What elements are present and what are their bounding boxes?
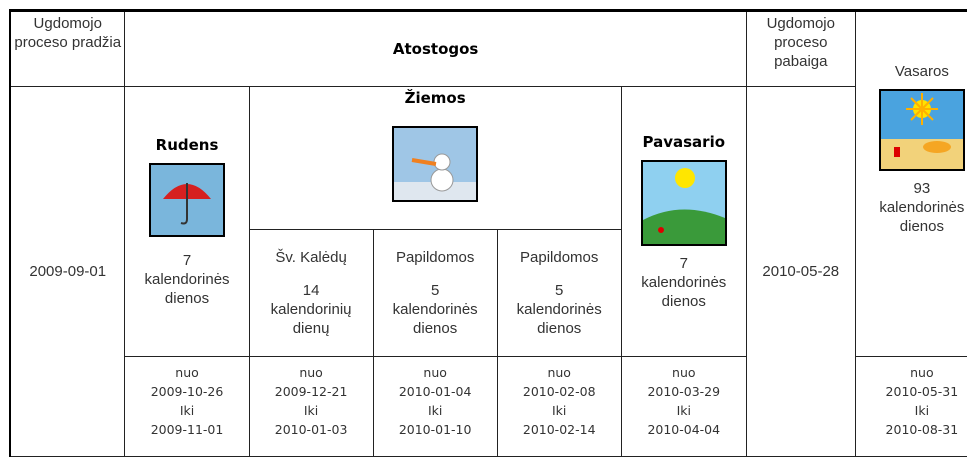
ellipse — [922, 141, 951, 153]
dates-row: nuo 2009-10-26 Iki 2009-11-01 nuo 2009-12-21 I… — [10, 356, 967, 457]
unit: kalendorinių dienų — [270, 301, 352, 337]
text: Ugdomojo proceso pradžia — [14, 15, 122, 51]
unit: kalendorinės dienos — [516, 301, 602, 337]
season-name: Pavasario — [642, 132, 726, 151]
autumn-icon — [149, 162, 226, 237]
period-to-label: Iki — [179, 403, 195, 418]
period-to: 2009-11-01 — [150, 422, 224, 437]
tbody: Ugdomojo proceso pradžia Atostogos Ugdom… — [9, 10, 967, 457]
period-from-label: nuo — [175, 365, 199, 380]
period-to-label: Iki — [914, 403, 930, 418]
text: Ugdomojo proceso pabaiga — [766, 15, 835, 70]
unit: kalendorinės dienos — [879, 199, 965, 235]
autumn-cell: Rudens 7 kalendorinės dienos — [124, 86, 250, 357]
summer-cell: Vasaros 93 kalendorinės dienos — [854, 10, 967, 357]
days: 5 — [430, 282, 440, 299]
period-from: 2009-12-21 — [274, 384, 348, 399]
header-holidays: Atostogos — [124, 10, 747, 87]
tr: Šv. Kalėdų 14 kalendorinių dienų Papildomo… — [10, 229, 967, 357]
summer-icon — [878, 89, 965, 171]
period-from-label: nuo — [910, 365, 934, 380]
period-from-label: nuo — [299, 365, 323, 380]
g — [905, 93, 938, 125]
text: 2010-05-28 — [762, 263, 840, 280]
circle — [433, 153, 451, 171]
circle — [657, 226, 664, 233]
path — [642, 208, 725, 244]
period-to: 2010-01-03 — [274, 422, 348, 437]
path — [180, 218, 189, 224]
unit: kalendorinės dienos — [392, 301, 478, 337]
period-to: 2010-08-31 — [885, 422, 959, 437]
period-cell: nuo 2010-01-04 Iki 2010-01-10 — [372, 356, 498, 457]
period-from: 2009-10-26 — [150, 384, 224, 399]
text: Atostogos — [392, 39, 479, 58]
period-from: 2010-03-29 — [647, 384, 721, 399]
tr: Ugdomojo proceso pradžia Atostogos Ugdom… — [9, 10, 967, 357]
period-to-label: Iki — [303, 403, 319, 418]
season-name: Vasaros — [894, 63, 949, 80]
period-cell: nuo 2009-10-26 Iki 2009-11-01 — [124, 356, 250, 457]
holiday-table: Ugdomojo proceso pradžia Atostogos Ugdom… — [9, 9, 967, 457]
spring-cell: Pavasario 7 kalendorinės dienos — [620, 86, 747, 357]
period-to: 2010-01-10 — [398, 422, 472, 437]
tr: 2009-09-01 Rudens 7 kalendorinės dienos … — [9, 86, 967, 457]
period-cell: nuo 2009-12-21 Iki 2010-01-03 — [248, 356, 374, 457]
header-end: Ugdomojo proceso pabaiga — [745, 10, 856, 87]
period-to: 2010-04-04 — [647, 422, 721, 437]
circle — [430, 168, 454, 192]
period-from-label: nuo — [672, 365, 696, 380]
period-to: 2010-02-14 — [522, 422, 596, 437]
period-from-label: nuo — [423, 365, 447, 380]
winter-part: Papildomos 5 kalendorinės dienos — [496, 229, 622, 357]
period-cell: nuo 2010-02-08 Iki 2010-02-14 — [496, 356, 622, 457]
period-from-label: nuo — [547, 365, 571, 380]
winter-icon — [392, 126, 479, 202]
season-name: Rudens — [155, 135, 219, 154]
period-cell: nuo 2010-05-31 Iki 2010-08-31 — [854, 356, 967, 457]
header-start: Ugdomojo proceso pradžia — [9, 10, 126, 87]
days: 7 — [679, 254, 688, 272]
period-cell: nuo 2010-03-29 Iki 2010-04-04 — [620, 356, 747, 457]
days: 93 — [913, 180, 931, 197]
rect — [880, 139, 963, 169]
line — [411, 158, 437, 166]
part-name: Papildomos — [520, 249, 599, 266]
rect — [893, 147, 900, 157]
winter-part: Šv. Kalėdų 14 kalendorinių dienų — [248, 229, 374, 357]
part-name: Papildomos — [395, 249, 475, 266]
unit: kalendorinės dienos — [641, 273, 727, 310]
days: 7 — [182, 251, 192, 269]
part-name: Šv. Kalėdų — [275, 249, 347, 266]
days: 5 — [555, 282, 564, 299]
text: 2009-09-01 — [29, 263, 107, 280]
unit: kalendorinės dienos — [144, 270, 230, 307]
period-to-label: Iki — [676, 403, 691, 418]
period-to-label: Iki — [552, 403, 567, 418]
end-date: 2010-05-28 — [745, 86, 856, 457]
winter-part: Papildomos 5 kalendorinės dienos — [372, 229, 498, 357]
winter-cell: Žiemos — [248, 86, 622, 230]
rect — [394, 182, 477, 200]
spring-icon — [640, 159, 727, 246]
days: 14 — [302, 282, 320, 299]
circle — [674, 167, 695, 188]
line — [910, 97, 934, 121]
period-to-label: Iki — [427, 403, 443, 418]
period-from: 2010-02-08 — [522, 384, 596, 399]
start-date: 2009-09-01 — [9, 86, 126, 457]
season-name: Žiemos — [404, 89, 466, 107]
period-from: 2010-01-04 — [398, 384, 472, 399]
period-from: 2010-05-31 — [885, 384, 959, 399]
